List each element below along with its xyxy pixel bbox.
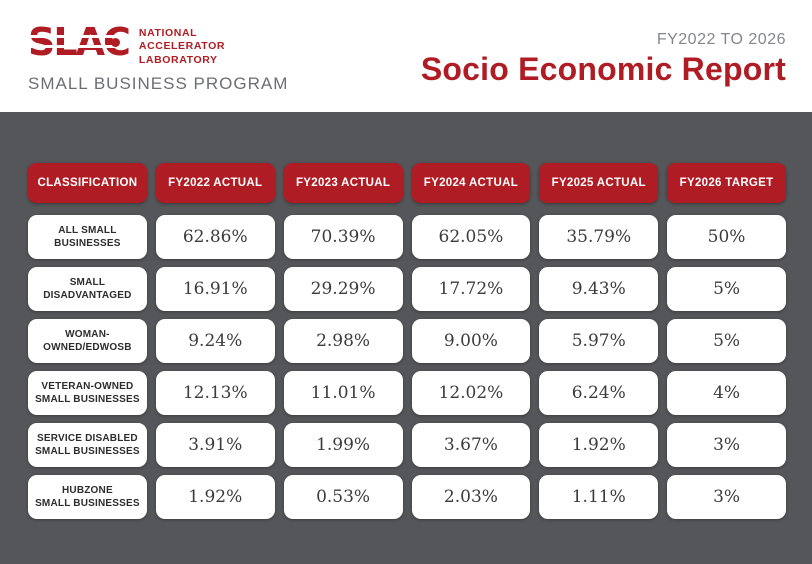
value-cell: 50% xyxy=(667,215,786,259)
value-cell: 11.01% xyxy=(283,371,403,415)
value-cell: 6.24% xyxy=(539,371,659,415)
classification-line: DISADVANTAGED xyxy=(43,290,132,301)
value-cell: 29.29% xyxy=(283,267,403,311)
value-cell: 3% xyxy=(667,423,786,467)
value-cell: 5.97% xyxy=(539,319,659,363)
value-cell: 0.53% xyxy=(283,475,403,519)
classification-cell: WOMAN- OWNED/EDWOSB xyxy=(28,319,147,363)
slac-brand: SLAC NATIONAL ACCELERATOR LABORATORY SMA… xyxy=(26,22,289,95)
value-cell: 1.11% xyxy=(539,475,659,519)
value-cell: 35.79% xyxy=(539,215,659,259)
program-name: SMALL BUSINESS PROGRAM xyxy=(28,74,289,94)
value-cell: 2.98% xyxy=(283,319,403,363)
column-header-fy2022-actual: FY2022 ACTUAL xyxy=(155,163,275,203)
logo-cut-line-icon xyxy=(26,45,131,49)
value-cell: 12.13% xyxy=(155,371,275,415)
value-cell: 1.92% xyxy=(155,475,275,519)
classification-line: HUBZONE xyxy=(61,485,113,496)
classification-line: SMALL BUSINESSES xyxy=(35,446,140,457)
laboratory-name: NATIONAL ACCELERATOR LABORATORY xyxy=(139,27,225,68)
value-cell: 62.86% xyxy=(155,215,275,259)
classification-cell: SERVICE DISABLED SMALL BUSINESSES xyxy=(28,423,147,467)
value-cell: 62.05% xyxy=(411,215,531,259)
value-cell: 1.92% xyxy=(539,423,659,467)
value-cell: 4% xyxy=(667,371,786,415)
classification-line: SMALL BUSINESSES xyxy=(35,498,140,509)
logo-aperture-dot-icon xyxy=(110,37,120,47)
table-panel: CLASSIFICATION FY2022 ACTUAL FY2023 ACTU… xyxy=(0,112,812,564)
fiscal-year-range: FY2022 TO 2026 xyxy=(656,30,786,48)
column-header-fy2024-actual: FY2024 ACTUAL xyxy=(411,163,531,203)
value-cell: 12.02% xyxy=(411,371,531,415)
classification-line: SMALL BUSINESSES xyxy=(35,394,140,405)
column-header-classification: CLASSIFICATION xyxy=(28,163,147,203)
value-cell: 9.24% xyxy=(155,319,275,363)
column-header-fy2023-actual: FY2023 ACTUAL xyxy=(283,163,403,203)
logo-cut-line-icon xyxy=(26,35,131,39)
socio-economic-table: CLASSIFICATION FY2022 ACTUAL FY2023 ACTU… xyxy=(28,163,786,519)
classification-cell: ALL SMALL BUSINESSES xyxy=(28,215,147,259)
laboratory-name-line: ACCELERATOR xyxy=(138,40,226,53)
report-header: SLAC NATIONAL ACCELERATOR LABORATORY SMA… xyxy=(0,0,812,112)
value-cell: 5% xyxy=(667,267,786,311)
value-cell: 3% xyxy=(667,475,786,519)
page-title: Socio Economic Report xyxy=(420,50,786,87)
classification-line: ALL SMALL xyxy=(58,225,117,236)
classification-cell: SMALL DISADVANTAGED xyxy=(28,267,147,311)
value-cell: 9.43% xyxy=(539,267,659,311)
value-cell: 3.91% xyxy=(155,423,275,467)
slac-logo: SLAC xyxy=(26,22,131,61)
laboratory-name-line: LABORATORY xyxy=(138,53,218,66)
column-header-fy2025-actual: FY2025 ACTUAL xyxy=(539,163,659,203)
column-header-fy2026-target: FY2026 TARGET xyxy=(667,163,786,203)
classification-line: OWNED/EDWOSB xyxy=(43,342,132,353)
value-cell: 3.67% xyxy=(411,423,531,467)
value-cell: 5% xyxy=(667,319,786,363)
classification-line: WOMAN- xyxy=(65,329,110,340)
value-cell: 70.39% xyxy=(283,215,403,259)
classification-line: SERVICE DISABLED xyxy=(37,433,138,444)
classification-line: BUSINESSES xyxy=(54,238,121,249)
value-cell: 2.03% xyxy=(411,475,531,519)
value-cell: 17.72% xyxy=(411,267,531,311)
value-cell: 1.99% xyxy=(283,423,403,467)
classification-line: SMALL xyxy=(69,277,106,288)
value-cell: 16.91% xyxy=(155,267,275,311)
value-cell: 9.00% xyxy=(411,319,531,363)
classification-cell: HUBZONE SMALL BUSINESSES xyxy=(28,475,147,519)
classification-cell: VETERAN-OWNED SMALL BUSINESSES xyxy=(28,371,147,415)
title-block: FY2022 TO 2026 Socio Economic Report xyxy=(421,31,786,88)
laboratory-name-line: NATIONAL xyxy=(138,26,198,39)
classification-line: VETERAN-OWNED xyxy=(41,381,134,392)
